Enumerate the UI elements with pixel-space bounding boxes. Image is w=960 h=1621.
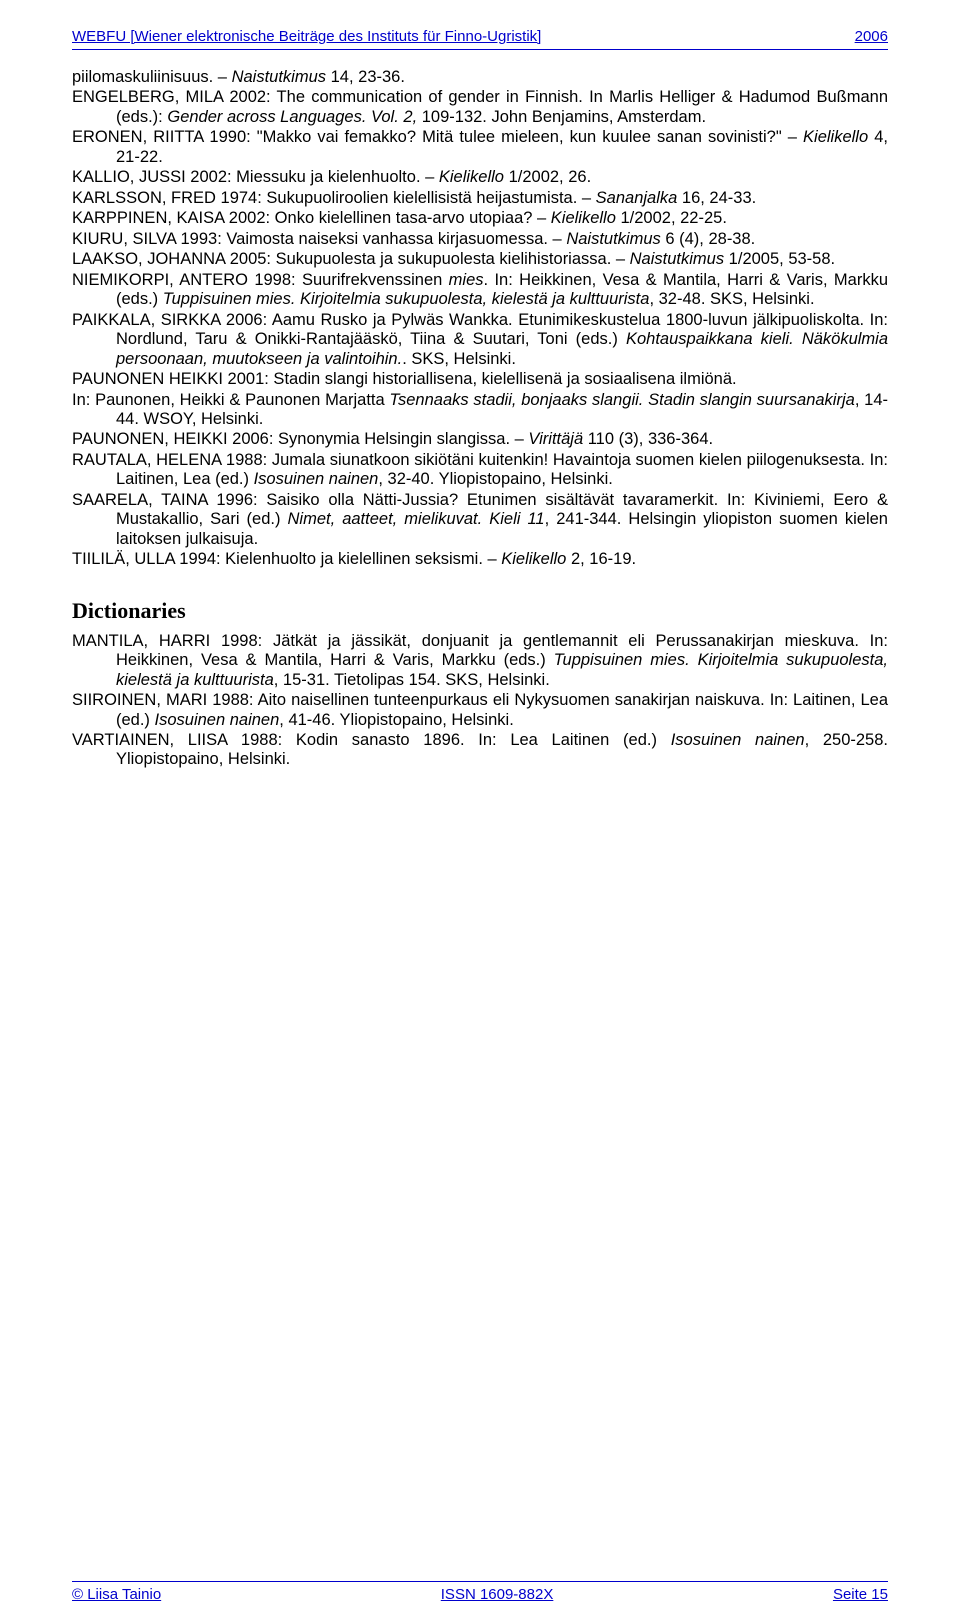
entry-text: PAUNONEN, HEIKKI 2006: Synonymia Helsing… <box>72 430 528 448</box>
entry-italic: Nimet, aatteet, mielikuvat. Kieli 11 <box>288 510 545 528</box>
entry-text: NIEMIKORPI, ANTERO 1998: Suurifrekvenssi… <box>72 271 449 289</box>
biblio-entry: SIIROINEN, MARI 1988: Aito naisellinen t… <box>72 691 888 730</box>
entry-text: 16, 24-33. <box>677 189 756 207</box>
entry-text: 110 (3), 336-364. <box>583 430 713 448</box>
entry-italic: Tuppisuinen mies. Kirjoitelmia sukupuole… <box>163 290 650 308</box>
section-heading-dictionaries: Dictionaries <box>72 598 888 624</box>
footer-copyright: © Liisa Tainio <box>72 1586 161 1603</box>
footer-line: © Liisa Tainio ISSN 1609-882X Seite 15 <box>72 1586 888 1603</box>
entry-italic: Gender across Languages. Vol. 2, <box>167 108 417 126</box>
biblio-entry: PAUNONEN, HEIKKI 2006: Synonymia Helsing… <box>72 430 888 449</box>
entry-text: 1/2005, 53-58. <box>724 250 835 268</box>
entry-text: In: Paunonen, Heikki & Paunonen Marjatta <box>72 391 389 409</box>
footer-rule <box>72 1581 888 1582</box>
biblio-entry: LAAKSO, JOHANNA 2005: Sukupuolesta ja su… <box>72 250 888 269</box>
entry-italic: Kielikello <box>501 550 566 568</box>
entry-text: , 15-31. Tietolipas 154. SKS, Helsinki. <box>274 671 550 689</box>
biblio-entry: KARLSSON, FRED 1974: Sukupuoliroolien ki… <box>72 189 888 208</box>
entry-italic: Isosuinen nainen <box>671 731 805 749</box>
biblio-entry: ERONEN, RIITTA 1990: "Makko vai femakko?… <box>72 128 888 167</box>
biblio-entry: KALLIO, JUSSI 2002: Miessuku ja kielenhu… <box>72 168 888 187</box>
entry-text: piilomaskuliinisuus. – <box>72 68 232 86</box>
biblio-entry: VARTIAINEN, LIISA 1988: Kodin sanasto 18… <box>72 731 888 770</box>
entry-text: , 32-40. Yliopistopaino, Helsinki. <box>378 470 613 488</box>
entry-italic: Isosuinen nainen <box>254 470 379 488</box>
entry-italic: Kielikello <box>551 209 616 227</box>
biblio-entry: ENGELBERG, MILA 2002: The communication … <box>72 88 888 127</box>
entry-italic: Virittäjä <box>528 430 583 448</box>
biblio-entry: KARPPINEN, KAISA 2002: Onko kielellinen … <box>72 209 888 228</box>
header-rule <box>72 49 888 50</box>
footer-page-number: Seite 15 <box>833 1586 888 1603</box>
header-title: WEBFU [Wiener elektronische Beiträge des… <box>72 28 541 45</box>
entry-italic: Sananjalka <box>596 189 678 207</box>
entry-text: 2, 16-19. <box>566 550 636 568</box>
biblio-entry: piilomaskuliinisuus. – Naistutkimus 14, … <box>72 68 888 87</box>
page-header: WEBFU [Wiener elektronische Beiträge des… <box>72 28 888 45</box>
biblio-entry: PAIKKALA, SIRKKA 2006: Aamu Rusko ja Pyl… <box>72 311 888 369</box>
entry-text: KALLIO, JUSSI 2002: Miessuku ja kielenhu… <box>72 168 439 186</box>
entry-text: 6 (4), 28-38. <box>661 230 755 248</box>
entry-text: , 32-48. SKS, Helsinki. <box>649 290 814 308</box>
document-page: WEBFU [Wiener elektronische Beiträge des… <box>0 0 960 1621</box>
biblio-entry: NIEMIKORPI, ANTERO 1998: Suurifrekvenssi… <box>72 271 888 310</box>
entry-italic: Isosuinen nainen <box>155 711 280 729</box>
entry-text: LAAKSO, JOHANNA 2005: Sukupuolesta ja su… <box>72 250 630 268</box>
entry-text: VARTIAINEN, LIISA 1988: Kodin sanasto 18… <box>72 731 671 749</box>
entry-text: KARPPINEN, KAISA 2002: Onko kielellinen … <box>72 209 551 227</box>
bibliography-block: piilomaskuliinisuus. – Naistutkimus 14, … <box>72 68 888 770</box>
header-year: 2006 <box>855 28 888 45</box>
biblio-entry: KIURU, SILVA 1993: Vaimosta naiseksi van… <box>72 230 888 249</box>
entry-italic: Naistutkimus <box>232 68 326 86</box>
entry-text: 14, 23-36. <box>326 68 405 86</box>
entry-text: KARLSSON, FRED 1974: Sukupuoliroolien ki… <box>72 189 596 207</box>
biblio-entry: SAARELA, TAINA 1996: Saisiko olla Nätti-… <box>72 491 888 549</box>
entry-text: , 41-46. Yliopistopaino, Helsinki. <box>279 711 514 729</box>
entry-italic: Kielikello <box>803 128 868 146</box>
biblio-entry: TIILILÄ, ULLA 1994: Kielenhuolto ja kiel… <box>72 550 888 569</box>
entry-text: ERONEN, RIITTA 1990: "Makko vai femakko?… <box>72 128 803 146</box>
entry-italic: Kielikello <box>439 168 504 186</box>
entry-text: TIILILÄ, ULLA 1994: Kielenhuolto ja kiel… <box>72 550 501 568</box>
entry-text: 1/2002, 22-25. <box>616 209 727 227</box>
footer-issn: ISSN 1609-882X <box>441 1586 554 1603</box>
biblio-entry: RAUTALA, HELENA 1988: Jumala siunatkoon … <box>72 451 888 490</box>
entry-italic: Tsennaaks stadii, bonjaaks slangii. Stad… <box>389 391 854 409</box>
biblio-entry: MANTILA, HARRI 1998: Jätkät ja jässikät,… <box>72 632 888 690</box>
entry-italic: mies <box>449 271 484 289</box>
entry-text: 1/2002, 26. <box>504 168 591 186</box>
entry-italic: Naistutkimus <box>630 250 724 268</box>
entry-text: PAUNONEN HEIKKI 2001: Stadin slangi hist… <box>72 370 737 388</box>
biblio-entry: PAUNONEN HEIKKI 2001: Stadin slangi hist… <box>72 370 888 389</box>
entry-text: 109-132. John Benjamins, Amsterdam. <box>417 108 706 126</box>
entry-text: KIURU, SILVA 1993: Vaimosta naiseksi van… <box>72 230 566 248</box>
biblio-entry: In: Paunonen, Heikki & Paunonen Marjatta… <box>72 391 888 430</box>
entry-italic: Naistutkimus <box>566 230 660 248</box>
page-footer: © Liisa Tainio ISSN 1609-882X Seite 15 <box>72 1581 888 1603</box>
entry-text: . SKS, Helsinki. <box>402 350 516 368</box>
